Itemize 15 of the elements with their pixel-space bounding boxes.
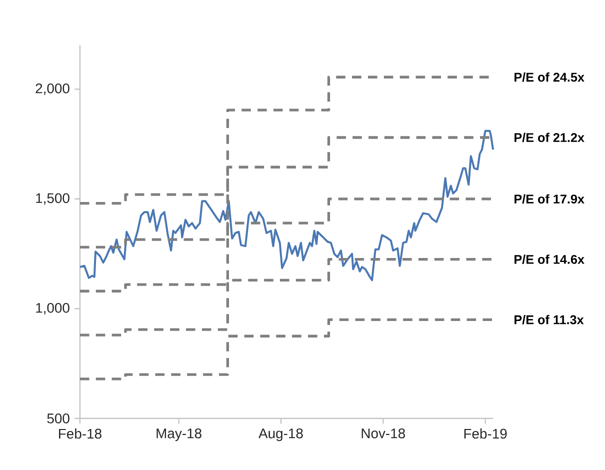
series-label: P/E of 14.6x <box>514 254 584 264</box>
x-tick-label: Feb-19 <box>464 428 507 438</box>
y-tick-label: 500 <box>47 413 70 424</box>
series-label: P/E of 11.3x <box>514 314 584 324</box>
x-tick-label: May-18 <box>156 428 202 441</box>
y-tick-label: 1,500 <box>36 192 70 205</box>
y-tick-label: 2,000 <box>36 83 70 95</box>
x-tick-label: Feb-18 <box>59 428 102 438</box>
line-series <box>78 130 494 281</box>
x-tick-label: Nov-18 <box>362 428 405 438</box>
series-label: P/E of 17.9x <box>514 194 584 204</box>
series-label: P/E of 21.2x <box>514 132 584 142</box>
x-tick-label: Aug-18 <box>258 428 303 441</box>
series-label: P/E of 24.5x <box>514 72 584 82</box>
y-tick-label: 1,000 <box>36 302 70 314</box>
